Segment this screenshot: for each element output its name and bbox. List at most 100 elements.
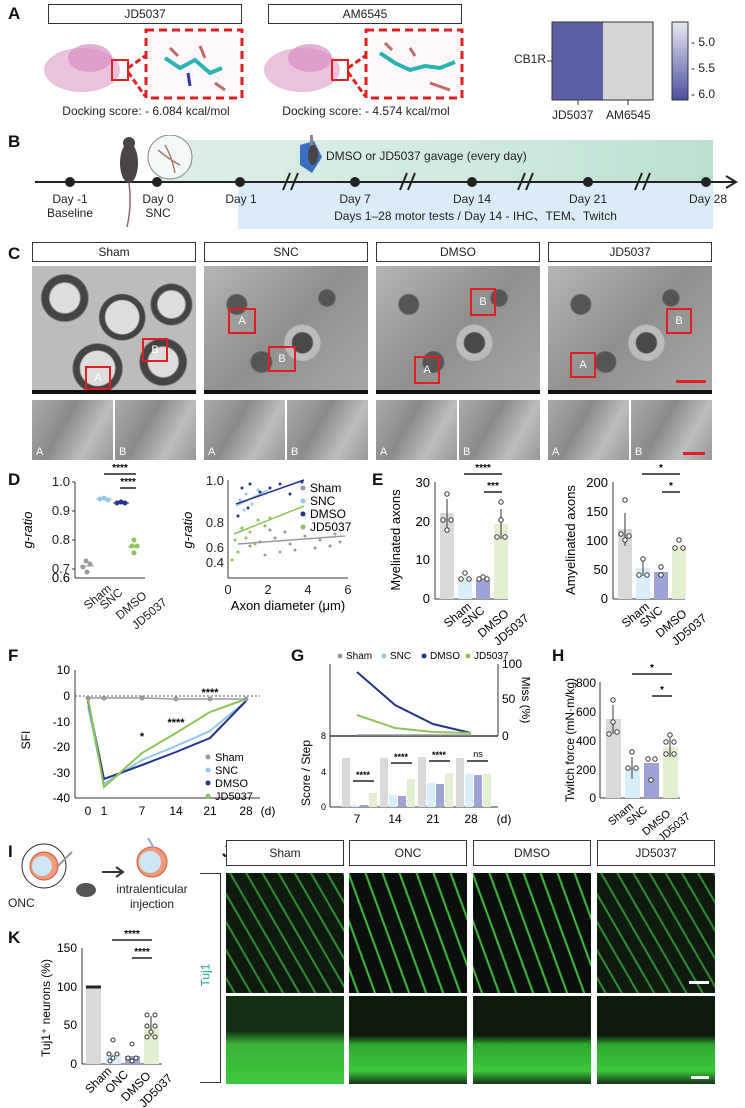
ihc-flatmount-jd5037 bbox=[597, 873, 715, 993]
svg-text:0: 0 bbox=[601, 591, 608, 606]
docking-image-am6545 bbox=[260, 28, 466, 102]
colorbar-tick: - 5.0 bbox=[691, 35, 716, 49]
inset-jd5037-b: B bbox=[631, 400, 712, 460]
timeline-day--1: Day -1 Baseline bbox=[45, 192, 95, 220]
svg-text:****: **** bbox=[432, 750, 447, 760]
svg-text:*: * bbox=[140, 731, 145, 743]
svg-text:4: 4 bbox=[321, 767, 326, 777]
ihc-section-onc bbox=[349, 996, 467, 1084]
svg-text:14: 14 bbox=[388, 812, 402, 826]
tem-group-jd5037: JD5037 bbox=[548, 242, 712, 262]
svg-text:-10: -10 bbox=[53, 715, 71, 729]
svg-text:28: 28 bbox=[464, 812, 478, 826]
docking-score-jd5037: Docking score: - 6.084 kcal/mol bbox=[62, 104, 230, 118]
svg-text:****: **** bbox=[112, 463, 128, 474]
eye-diagram bbox=[21, 843, 125, 897]
svg-text:Myelinated axons: Myelinated axons bbox=[388, 489, 403, 591]
svg-text:DMSO: DMSO bbox=[430, 651, 460, 662]
inset-box-a: A bbox=[570, 352, 596, 378]
svg-text:0.6: 0.6 bbox=[206, 540, 224, 555]
svg-text:****: **** bbox=[201, 687, 219, 699]
inset-box-b: B bbox=[470, 288, 496, 316]
svg-text:Amyelinated axons: Amyelinated axons bbox=[563, 485, 578, 595]
svg-text:Twitch force (mN·m/kg): Twitch force (mN·m/kg) bbox=[563, 678, 577, 802]
ihc-section-jd5037 bbox=[597, 996, 715, 1084]
svg-text:200: 200 bbox=[576, 763, 596, 777]
svg-text:0.8: 0.8 bbox=[52, 532, 70, 547]
inset-box-b: B bbox=[268, 346, 296, 372]
panel-label-b: B bbox=[8, 132, 21, 151]
tem-group-dmso: DMSO bbox=[376, 242, 540, 262]
svg-text:Sham: Sham bbox=[310, 481, 341, 495]
tests-text: Days 1–28 motor tests / Day 14 - IHC、TEM… bbox=[334, 209, 617, 223]
svg-text:21: 21 bbox=[203, 804, 217, 818]
svg-text:0: 0 bbox=[423, 591, 430, 606]
protein-ribbon-icon bbox=[44, 28, 244, 100]
svg-text:SNC: SNC bbox=[215, 765, 238, 777]
ihc-section-dmso bbox=[473, 996, 591, 1084]
svg-text:14: 14 bbox=[169, 804, 183, 818]
tem-image-dmso: A B bbox=[376, 266, 540, 394]
panel-label-e: E bbox=[372, 470, 384, 489]
svg-text:100: 100 bbox=[586, 533, 608, 548]
svg-text:1.0: 1.0 bbox=[206, 473, 224, 488]
svg-text:6: 6 bbox=[344, 582, 351, 597]
tem-group-sham: Sham bbox=[32, 242, 196, 262]
panel-label-a: A bbox=[8, 4, 21, 23]
chart-g: Sham SNC DMSO JD5037 100 50 0 Miss (%) 8 4 0… bbox=[299, 651, 530, 826]
injection-line-2: injection bbox=[129, 897, 175, 911]
svg-text:*: * bbox=[659, 463, 663, 474]
inset-sham-a: A bbox=[32, 400, 113, 460]
svg-text:20: 20 bbox=[416, 514, 430, 529]
stain-label: Tuj1 bbox=[198, 963, 213, 987]
day-label: Day 0 bbox=[142, 192, 174, 206]
svg-text:*: * bbox=[650, 663, 654, 674]
heatmap-col-jd5037: JD5037 bbox=[552, 108, 594, 122]
day-sublabel: SNC bbox=[145, 206, 171, 220]
svg-text:0.8: 0.8 bbox=[206, 515, 224, 530]
svg-text:g-ratio: g-ratio bbox=[20, 512, 35, 549]
svg-text:***: *** bbox=[487, 481, 499, 492]
timeline-day-1: Day 1 bbox=[225, 192, 257, 206]
svg-text:SFI: SFI bbox=[20, 731, 33, 750]
svg-text:-30: -30 bbox=[53, 766, 71, 780]
heatmap-col-am6545: AM6545 bbox=[606, 108, 651, 122]
svg-text:Score / Step: Score / Step bbox=[299, 740, 313, 806]
svg-text:DMSO: DMSO bbox=[215, 778, 248, 790]
heatmap-row-label: CB1R bbox=[513, 52, 546, 66]
treatment-band bbox=[158, 140, 713, 182]
svg-text:50: 50 bbox=[502, 692, 516, 706]
svg-text:0: 0 bbox=[63, 689, 70, 703]
svg-text:DMSO: DMSO bbox=[310, 507, 346, 521]
svg-text:JD5037: JD5037 bbox=[474, 651, 509, 662]
tests-band bbox=[238, 181, 713, 229]
compound-title-am6545: AM6545 bbox=[268, 4, 462, 24]
svg-text:100: 100 bbox=[502, 657, 522, 671]
svg-text:7: 7 bbox=[354, 812, 361, 826]
svg-text:g-ratio: g-ratio bbox=[180, 512, 195, 549]
svg-text:SNC: SNC bbox=[390, 651, 411, 662]
scale-bar bbox=[689, 981, 709, 984]
svg-text:0: 0 bbox=[85, 804, 92, 818]
svg-text:****: **** bbox=[167, 717, 185, 729]
timeline-day-7: Day 7 bbox=[339, 192, 371, 206]
stain-label-box bbox=[200, 873, 221, 1083]
svg-text:0: 0 bbox=[589, 791, 596, 805]
timeline-day-28: Day 28 bbox=[688, 192, 728, 206]
svg-text:****: **** bbox=[356, 770, 371, 780]
docking-image-jd5037 bbox=[40, 28, 246, 102]
svg-text:0.6: 0.6 bbox=[52, 570, 70, 585]
tem-group-snc: SNC bbox=[204, 242, 368, 262]
tem-image-sham: A B bbox=[32, 266, 196, 394]
svg-text:Axon diameter (μm): Axon diameter (μm) bbox=[231, 598, 345, 613]
heatmap-cb1r: CB1R JD5037 AM6545 - 5.0 - 5.5 - 6.0 bbox=[500, 10, 745, 130]
panel-label-h: H bbox=[552, 646, 565, 665]
svg-text:Sham: Sham bbox=[346, 651, 372, 662]
svg-text:10: 10 bbox=[57, 663, 71, 677]
svg-text:(d): (d) bbox=[261, 804, 276, 818]
svg-text:0: 0 bbox=[224, 582, 231, 597]
svg-text:100: 100 bbox=[57, 980, 77, 994]
gavage-icon bbox=[300, 135, 322, 173]
svg-text:0: 0 bbox=[70, 1057, 77, 1071]
ihc-group-onc: ONC bbox=[349, 840, 467, 866]
